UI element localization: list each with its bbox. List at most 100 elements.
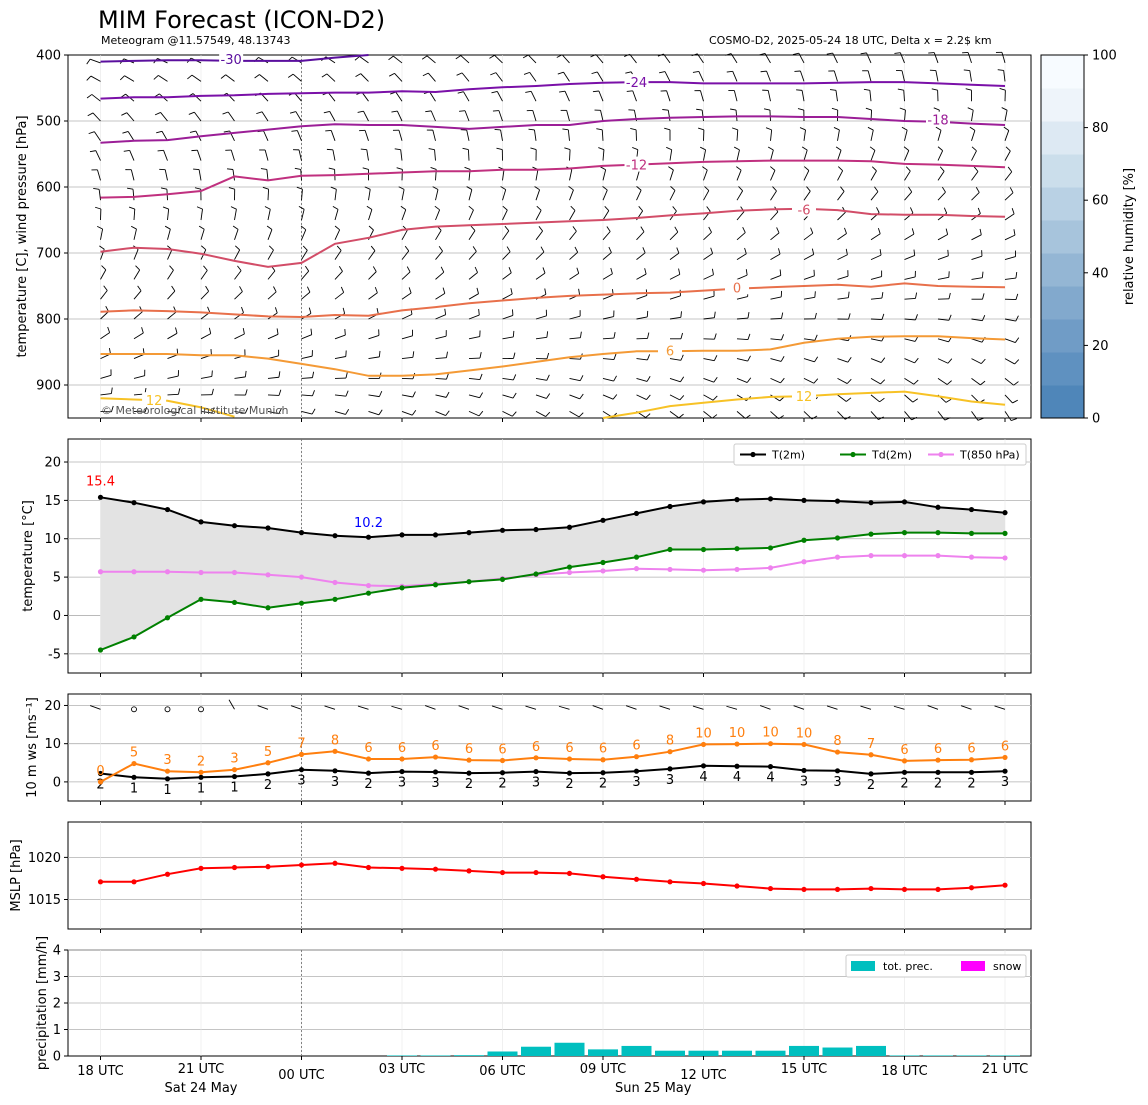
wind-series-line-0-point bbox=[131, 774, 137, 780]
wind-barb bbox=[870, 254, 882, 261]
wind-series-line-1-point bbox=[298, 751, 305, 757]
mslp-line-point bbox=[131, 879, 137, 885]
wind-barb-flag bbox=[207, 306, 211, 313]
wind-barb-flag bbox=[878, 416, 884, 420]
wind-barb-flag bbox=[244, 407, 249, 414]
wind-barb bbox=[870, 411, 879, 420]
precip-panel-ytick-label: 3 bbox=[53, 970, 61, 985]
wind-barb-flag bbox=[412, 391, 416, 398]
wind-barb bbox=[937, 191, 946, 201]
wind-barb bbox=[502, 209, 508, 221]
wind-barb bbox=[904, 150, 910, 161]
precip-bar bbox=[789, 1045, 819, 1056]
legend-swatch bbox=[851, 961, 875, 971]
colorbar-segment bbox=[1041, 55, 1084, 89]
wind-series-line-0-point bbox=[533, 768, 539, 775]
wind-barb-flag bbox=[971, 146, 977, 152]
wind-barb-flag bbox=[338, 266, 343, 272]
wind-barb bbox=[837, 275, 849, 280]
wind-barb bbox=[860, 705, 872, 710]
wind-barb bbox=[495, 72, 503, 82]
wind-barb bbox=[1004, 338, 1016, 343]
wind-barb bbox=[200, 209, 203, 221]
wind-barb bbox=[368, 334, 380, 340]
wind-barb bbox=[426, 55, 436, 64]
wind-barb-flag bbox=[613, 332, 616, 339]
wind-barb bbox=[535, 251, 545, 260]
wind-barb-flag bbox=[933, 107, 940, 111]
wind-barb-flag bbox=[578, 412, 584, 418]
wind-barb bbox=[401, 229, 408, 241]
wind-barb bbox=[1004, 378, 1014, 386]
wind-barb bbox=[267, 394, 280, 396]
wind-barb-flag bbox=[157, 149, 164, 152]
wind-barb-flag bbox=[698, 127, 705, 131]
mslp-line-point bbox=[968, 885, 975, 891]
temperature-panel-ytick-label: 5 bbox=[53, 571, 61, 586]
wind-barb bbox=[569, 189, 574, 201]
wind-series-line-1-point bbox=[97, 779, 104, 785]
wind-barb-flag bbox=[664, 127, 671, 131]
wind-barb-flag bbox=[659, 71, 666, 74]
wind-value-label: 3 bbox=[230, 752, 238, 767]
wind-barb-flag bbox=[89, 150, 96, 153]
wind-barb bbox=[133, 228, 137, 240]
wind-barb-flag bbox=[559, 90, 566, 93]
wind-value-label: 4 bbox=[699, 770, 707, 785]
wind-barb-flag bbox=[645, 413, 651, 418]
wind-barb bbox=[866, 52, 872, 64]
wind-series-line-1-point bbox=[734, 741, 740, 747]
wind-barb bbox=[870, 150, 876, 161]
wind-barb-flag bbox=[230, 206, 237, 210]
wind-barb bbox=[736, 338, 749, 341]
wind-barb bbox=[401, 189, 405, 201]
wind-barb bbox=[870, 318, 883, 321]
wind-barb-flag bbox=[980, 358, 986, 364]
wind-barb-flag bbox=[546, 352, 550, 359]
wind-barb-flag bbox=[600, 166, 606, 171]
wind-barb-flag bbox=[680, 311, 682, 318]
colorbar-segment bbox=[1041, 121, 1084, 155]
wind-barb-flag bbox=[781, 334, 785, 341]
wind-barb-flag bbox=[312, 371, 315, 378]
colorbar-segment bbox=[1041, 319, 1084, 353]
wind-barb bbox=[267, 270, 276, 280]
wind-barb-flag bbox=[625, 71, 632, 74]
wind-barb-flag bbox=[544, 288, 547, 295]
wind-barb bbox=[770, 411, 779, 420]
isotherm-label: 0 bbox=[733, 281, 741, 296]
wind-barb bbox=[225, 74, 235, 82]
temperature-panel-ytick-label: 15 bbox=[44, 494, 61, 509]
wind-barb-flag bbox=[963, 69, 970, 71]
isotherm-line bbox=[100, 397, 235, 418]
wind-barb-flag bbox=[234, 245, 240, 251]
wind-value-label: 10 bbox=[796, 726, 813, 741]
wind-barb bbox=[837, 129, 840, 141]
wind-barb-flag bbox=[901, 126, 908, 131]
wind-barb-flag bbox=[266, 225, 273, 230]
wind-barb-flag bbox=[725, 53, 732, 56]
wind-barb bbox=[196, 150, 202, 161]
wind-barb-flag bbox=[388, 72, 395, 77]
wind-barb bbox=[535, 272, 546, 280]
series-line-0-point bbox=[901, 499, 908, 505]
colorbar-tick-label: 100 bbox=[1092, 49, 1117, 64]
precip-bar bbox=[655, 1050, 685, 1056]
wind-value-label: 0 bbox=[96, 764, 104, 779]
wind-barb-flag bbox=[877, 227, 881, 234]
wind-barb-flag bbox=[228, 187, 235, 190]
wind-value-label: 6 bbox=[934, 742, 942, 757]
wind-barb bbox=[937, 130, 942, 141]
wind-barb bbox=[904, 276, 916, 280]
wind-barb-flag bbox=[576, 267, 580, 274]
max-temp-label: 15.4 bbox=[86, 474, 115, 489]
series-line-2-point bbox=[700, 567, 707, 573]
wind-barb bbox=[971, 338, 983, 343]
wind-barb-flag bbox=[602, 186, 608, 191]
wind-barb bbox=[937, 234, 948, 241]
surface-wind-barbs bbox=[90, 699, 1006, 713]
precip-bar bbox=[889, 1055, 920, 1056]
wind-barb-flag bbox=[455, 55, 462, 60]
mslp-line-point bbox=[97, 879, 104, 885]
wind-barb-flag bbox=[1011, 418, 1017, 421]
